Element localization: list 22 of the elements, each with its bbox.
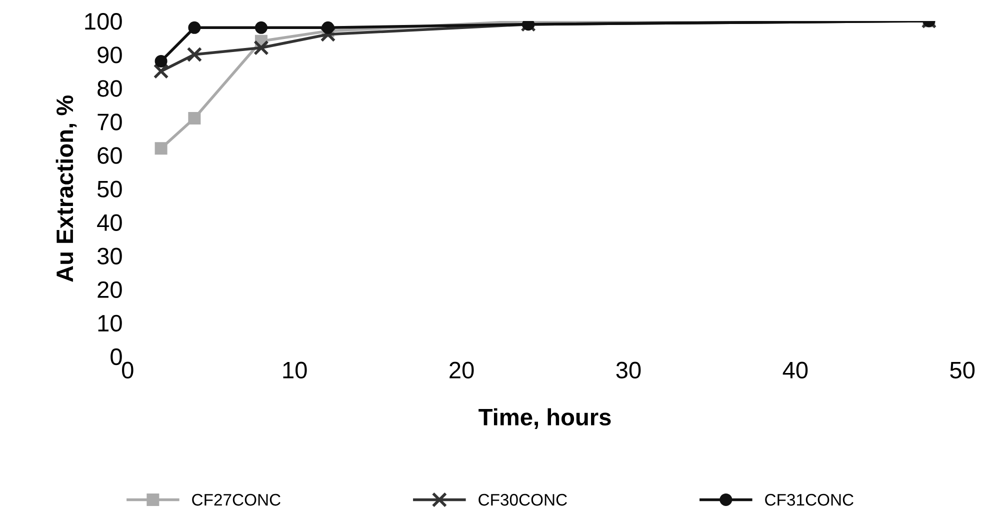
x-tick-label: 30 [616,362,641,379]
legend-label: CF31CONC [765,494,854,506]
legend-label: CF27CONC [192,494,280,506]
y-tick-label: 70 [98,114,122,130]
y-tick-label: 40 [97,214,122,231]
y-tick-label: 20 [98,281,122,298]
x-tick-label: 50 [950,362,975,379]
x-axis-title: Time, hours [478,408,611,429]
y-tick-label: 100 [85,13,122,30]
legend-label: CF30CONC [478,494,567,506]
y-tick-label: 60 [98,147,122,164]
y-tick-label: 80 [98,80,122,97]
y-axis-title: Au Extraction, % [56,95,77,282]
y-tick-label: 90 [98,46,122,64]
y-tick-label: 50 [97,180,122,198]
y-tick-label: 0 [110,348,122,366]
x-tick-label: 20 [450,362,474,379]
x-tick-label: 0 [122,362,134,379]
x-tick-label: 40 [782,362,808,379]
y-tick-label: 30 [97,248,122,264]
x-tick-label: 10 [283,362,307,379]
y-tick-label: 10 [98,314,122,332]
